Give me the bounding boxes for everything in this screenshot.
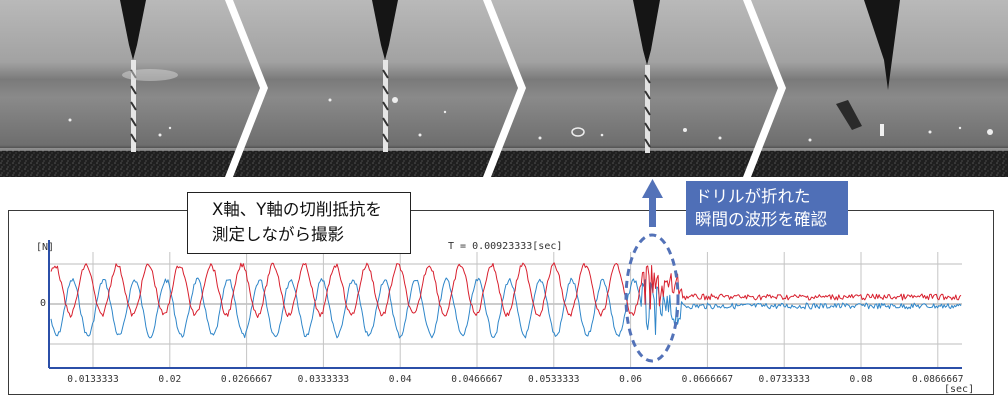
x-tick-label: 0.0266667 bbox=[221, 374, 272, 385]
x-tick-label: 0.0333333 bbox=[298, 374, 349, 385]
x-tick-label: 0.0733333 bbox=[758, 374, 809, 385]
frame-3-drill bbox=[571, 0, 687, 153]
x-tick-label: 0.0533333 bbox=[528, 374, 579, 385]
frame-2-drill bbox=[372, 0, 398, 152]
series-y-force bbox=[50, 277, 962, 339]
x-tick-label: 0.0466667 bbox=[451, 374, 502, 385]
x-tick-label: 0.02 bbox=[158, 374, 181, 385]
series-x-force bbox=[50, 262, 962, 318]
cursor-time-readout: T = 0.00923333[sec] bbox=[448, 241, 562, 252]
break-arrow bbox=[642, 179, 663, 227]
break-callout-line2: 瞬間の波形を確認 bbox=[695, 210, 827, 229]
graph-gridlines bbox=[49, 252, 962, 368]
x-tick-label: 0.0666667 bbox=[682, 374, 733, 385]
force-graph-frame bbox=[8, 210, 994, 395]
x-tick-label: 0.06 bbox=[619, 374, 642, 385]
measurement-callout-line2: 測定しながら撮影 bbox=[212, 225, 344, 244]
sequence-chevrons bbox=[225, 0, 786, 177]
x-tick-label: 0.0866667 bbox=[912, 374, 963, 385]
debris-specks bbox=[68, 98, 962, 142]
x-tick-labels: 0.0133333 0.02 0.0266667 0.0333333 0.04 0.046… bbox=[67, 374, 963, 385]
break-highlight-ellipse bbox=[624, 233, 680, 363]
y-unit-label: [N] bbox=[36, 242, 54, 253]
frame-1-drill bbox=[120, 0, 178, 152]
frame-4-broken-drill bbox=[836, 0, 993, 136]
x-tick-label: 0.0133333 bbox=[67, 374, 118, 385]
break-callout: ドリルが折れた 瞬間の波形を確認 bbox=[686, 181, 848, 235]
y-zero-label: 0 bbox=[40, 298, 46, 309]
x-tick-label: 0.04 bbox=[389, 374, 412, 385]
x-unit-label: [sec] bbox=[944, 384, 974, 395]
break-callout-line1: ドリルが折れた bbox=[695, 187, 811, 206]
x-tick-label: 0.08 bbox=[850, 374, 873, 385]
measurement-callout: X軸、Y軸の切削抵抗を 測定しながら撮影 bbox=[187, 192, 411, 254]
measurement-callout-line1: X軸、Y軸の切削抵抗を bbox=[212, 200, 382, 219]
photo-strip bbox=[0, 0, 1008, 180]
